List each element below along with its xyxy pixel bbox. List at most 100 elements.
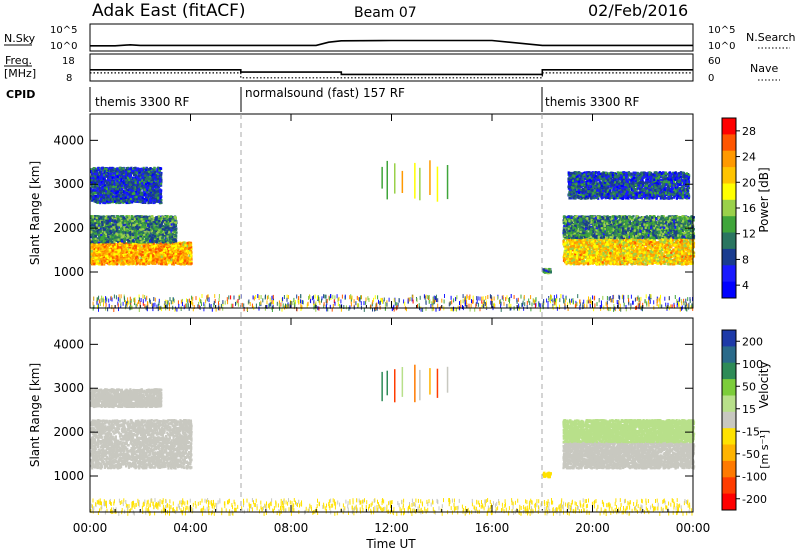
power-data-point [112,226,115,229]
power-data-point [96,237,99,240]
power-data-point [93,259,96,262]
power-data-point [133,253,136,257]
power-data-point [115,229,119,233]
power-data-point [117,235,120,239]
power-data-point [136,251,139,255]
power-data-point [181,259,184,263]
power-data-point [105,252,109,255]
power-data-point [117,224,120,228]
power-data-point [190,261,193,264]
power-data-point [136,215,139,219]
power-data-point [164,234,167,237]
power-data-point [150,254,153,257]
power-data-point [130,251,133,254]
power-data-point [112,228,115,232]
power-data-point [126,238,129,242]
power-data-point [161,251,164,255]
power-data-point [166,230,169,233]
power-data-point [160,248,163,252]
power-data-point [97,226,100,229]
power-data-point [142,234,145,238]
power-data-point [111,256,114,259]
power-data-point [173,229,176,232]
power-data-point [166,257,169,260]
power-data-point [95,223,98,227]
power-data-point [103,246,106,249]
power-data-point [97,224,101,227]
power-data-point [159,235,162,238]
power-data-point [187,249,190,252]
power-data-point [150,222,153,225]
power-data-point [139,230,142,233]
power-data-point [147,231,150,234]
power-data-point [99,247,102,251]
power-data-point [133,248,137,252]
power-data-point [155,225,158,229]
power-data-point [138,231,141,235]
power-data-point [152,242,155,245]
power-data-point [151,240,154,243]
power-data-point [91,254,94,257]
power-data-point [102,250,105,253]
power-data-point [140,228,143,231]
power-data-point [167,222,170,225]
power-data-point [162,262,165,266]
power-data-point [116,227,119,230]
power-data-point [162,220,165,223]
power-data-point [93,261,96,264]
power-data-point [170,235,173,239]
power-data-point [144,217,147,220]
power-data-point [126,226,129,229]
power-data-point [108,226,111,229]
power-data-point [125,250,128,254]
power-data-point [95,218,98,221]
power-data-point [159,240,162,243]
cpid-segment-1: themis 3300 RF [95,95,189,109]
nsky-panel-frame [89,23,694,52]
power-data-point [141,256,145,259]
power-data-point [147,256,150,259]
power-data-point [149,219,152,222]
power-data-point [136,239,139,243]
power-data-point [167,218,170,221]
power-data-point [181,246,184,249]
power-data-point [92,256,95,260]
power-data-point [113,236,116,239]
power-data-point [113,256,116,259]
power-data-point [126,237,129,240]
power-data-point [177,244,180,247]
power-data-point [116,220,119,223]
power-data-point [159,216,162,220]
power-data-point [129,233,132,237]
power-data-point [190,249,193,253]
power-data-point [171,220,174,223]
power-data-point [105,215,108,218]
power-data-point [173,216,176,219]
power-data-point [107,236,110,239]
power-data-point [152,248,155,251]
power-data-point [106,250,109,253]
power-data-point [159,225,162,229]
power-data-point [186,261,189,265]
power-data-point [173,226,176,229]
nsearch-tick-bottom: 10^0 [708,41,735,52]
power-data-point [126,248,129,251]
power-data-point [134,252,137,255]
power-data-point [137,242,141,245]
power-data-point [130,239,133,242]
power-data-point [113,243,116,246]
power-data-point [167,256,171,259]
power-data-point [131,256,134,259]
power-data-point [156,227,159,231]
nave-label: Nave [750,62,778,75]
power-data-point [129,236,132,239]
power-data-point [123,219,127,223]
power-data-point [154,240,157,243]
power-data-point [117,248,120,251]
power-data-point [152,261,155,264]
power-data-point [157,262,160,265]
power-data-point [94,232,97,235]
power-data-point [173,254,176,257]
power-data-point [131,222,134,225]
power-data-point [90,240,94,243]
